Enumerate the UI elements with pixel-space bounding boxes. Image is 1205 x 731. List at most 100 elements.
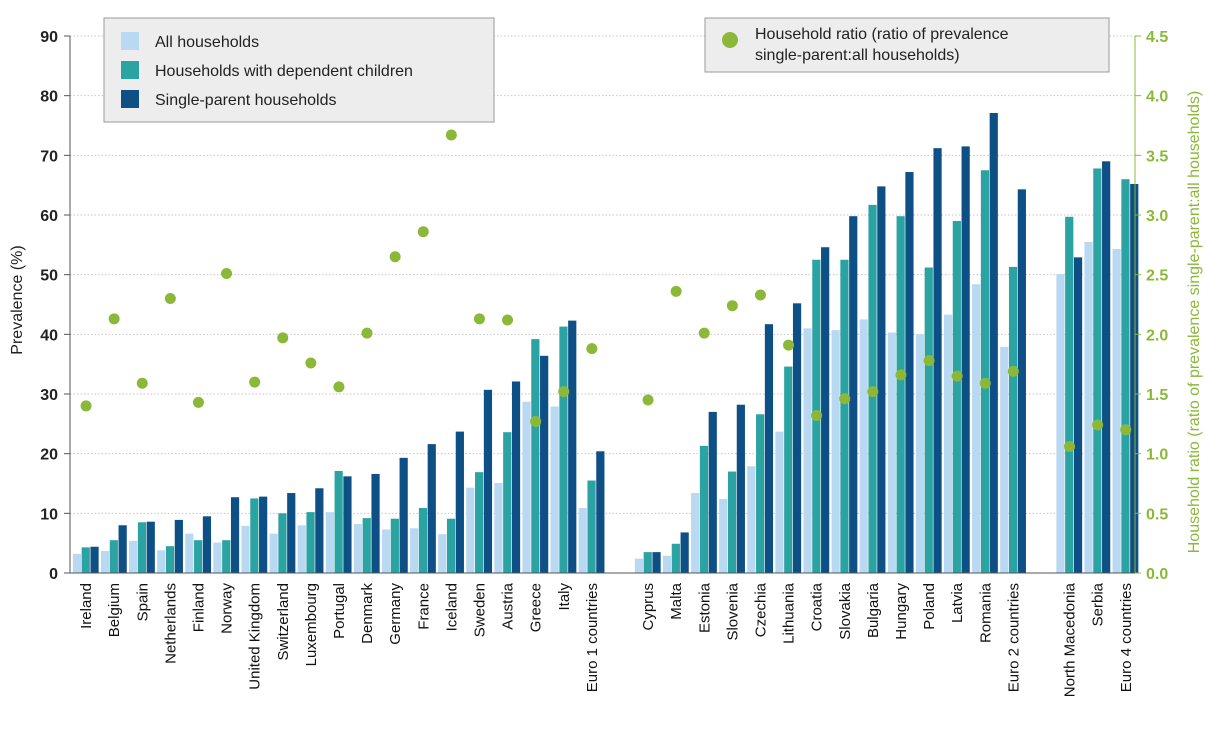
bar bbox=[278, 513, 287, 573]
bar bbox=[1065, 216, 1074, 574]
bar bbox=[109, 540, 118, 573]
category-label: Netherlands bbox=[162, 583, 179, 664]
ratio-point bbox=[80, 400, 92, 412]
ratio-point bbox=[586, 343, 598, 355]
y2-tick-label: 2.0 bbox=[1146, 327, 1168, 344]
bar bbox=[821, 247, 830, 573]
ratio-point bbox=[979, 377, 991, 389]
bar bbox=[100, 550, 110, 573]
bar bbox=[185, 533, 194, 573]
bar bbox=[887, 332, 896, 573]
bar bbox=[137, 522, 147, 573]
bar bbox=[719, 499, 728, 573]
bar bbox=[1008, 266, 1018, 573]
y-tick-label: 40 bbox=[40, 327, 58, 344]
category-label: Austria bbox=[500, 582, 517, 629]
bar bbox=[353, 524, 363, 573]
bar bbox=[503, 432, 512, 573]
bar bbox=[287, 493, 296, 573]
ratio-point bbox=[530, 415, 542, 427]
bar bbox=[455, 431, 464, 573]
bar bbox=[764, 324, 774, 573]
ratio-point bbox=[249, 376, 261, 388]
category-label: Slovenia bbox=[724, 582, 741, 640]
y2-tick-label: 0.5 bbox=[1146, 506, 1168, 523]
category-label: Bulgaria bbox=[865, 582, 882, 638]
bar bbox=[736, 404, 745, 573]
ratio-point bbox=[670, 285, 682, 297]
bar bbox=[259, 496, 268, 573]
category-label: Portugal bbox=[331, 583, 348, 639]
bar bbox=[849, 216, 858, 573]
ratio-point bbox=[867, 386, 879, 398]
bar bbox=[840, 259, 849, 573]
category-label: Hungary bbox=[893, 583, 910, 640]
y2-tick-label: 3.0 bbox=[1146, 208, 1168, 225]
bar bbox=[980, 170, 990, 573]
bar bbox=[418, 507, 428, 573]
bar bbox=[466, 487, 475, 573]
bar bbox=[399, 457, 408, 573]
bar bbox=[924, 267, 933, 573]
y-tick-label: 70 bbox=[40, 148, 58, 165]
bar bbox=[194, 540, 203, 573]
category-label: Germany bbox=[387, 583, 404, 645]
category-label: Euro 2 countries bbox=[1005, 583, 1022, 692]
bar bbox=[896, 216, 905, 573]
legend-swatch-ratio bbox=[722, 32, 738, 48]
ratio-point bbox=[923, 355, 935, 367]
category-label: Greece bbox=[528, 583, 545, 632]
category-label: Malta bbox=[668, 582, 685, 619]
bar bbox=[662, 555, 672, 573]
ratio-point bbox=[164, 293, 176, 305]
bar bbox=[803, 328, 812, 573]
bar bbox=[550, 406, 559, 573]
ratio-point bbox=[221, 267, 233, 279]
y-tick-label: 60 bbox=[40, 208, 58, 225]
y-tick-label: 30 bbox=[40, 387, 58, 404]
bar bbox=[174, 519, 183, 573]
ratio-point bbox=[839, 393, 851, 405]
legend-label-ratio-line2: single-parent:all households) bbox=[755, 47, 960, 64]
category-label: Serbia bbox=[1090, 582, 1107, 626]
y2-tick-label: 1.5 bbox=[1146, 387, 1168, 404]
bar bbox=[1121, 179, 1130, 573]
ratio-point bbox=[502, 314, 514, 326]
category-label: Luxembourg bbox=[303, 583, 320, 666]
category-label: Slovakia bbox=[837, 582, 854, 639]
ratio-point bbox=[305, 357, 317, 369]
legend-label-single-parent: Single-parent households bbox=[155, 92, 336, 109]
category-label: Spain bbox=[134, 583, 151, 621]
y-tick-label: 90 bbox=[40, 29, 58, 46]
bar bbox=[146, 521, 155, 573]
bar bbox=[691, 493, 700, 573]
bar bbox=[671, 543, 680, 573]
category-label: Poland bbox=[921, 583, 938, 630]
category-label: Sweden bbox=[471, 583, 488, 637]
y2-tick-label: 0.0 bbox=[1146, 566, 1168, 583]
bar bbox=[831, 330, 840, 573]
bar bbox=[334, 470, 343, 573]
y-axis-title: Prevalence (%) bbox=[9, 245, 26, 354]
legend-bars: All households Households with dependent… bbox=[103, 17, 495, 123]
bar bbox=[362, 518, 371, 573]
bar bbox=[522, 401, 531, 573]
bar bbox=[933, 148, 942, 573]
bar bbox=[792, 303, 802, 573]
bar bbox=[511, 381, 521, 573]
bar bbox=[446, 518, 456, 573]
y2-tick-label: 1.0 bbox=[1146, 447, 1168, 464]
bar bbox=[727, 471, 737, 573]
bar bbox=[877, 186, 886, 574]
bar bbox=[652, 552, 661, 573]
legend-ratio: Household ratio (ratio of prevalence sin… bbox=[704, 17, 1110, 73]
bar bbox=[699, 445, 709, 573]
bar bbox=[475, 472, 484, 573]
category-label: France bbox=[415, 583, 432, 630]
category-label: Norway bbox=[219, 583, 236, 634]
bar bbox=[972, 284, 981, 573]
y-tick-label: 10 bbox=[40, 506, 58, 523]
ratio-point bbox=[417, 226, 429, 238]
ratio-point bbox=[389, 251, 401, 263]
category-label: Italy bbox=[556, 583, 573, 611]
